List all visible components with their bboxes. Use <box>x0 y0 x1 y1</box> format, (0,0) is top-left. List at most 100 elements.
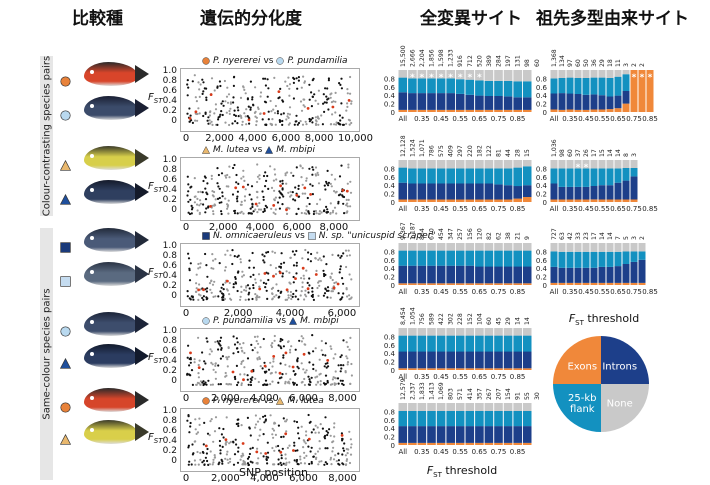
snp-point <box>242 359 245 362</box>
fish-photo <box>84 312 138 336</box>
snp-point <box>285 270 288 273</box>
exon-segment <box>408 368 417 370</box>
snp-point <box>315 456 318 459</box>
x-tick-label: 0.35 <box>414 205 430 213</box>
x-tick-label: 6,000 <box>327 308 357 319</box>
exon-segment <box>503 109 513 112</box>
y-tick-label: 0.8 <box>384 248 395 256</box>
snp-point <box>256 438 260 441</box>
x-axis-label: SNP position <box>239 466 308 479</box>
snp-point <box>243 289 246 292</box>
flank-segment <box>558 168 566 187</box>
exon-segment <box>398 442 408 445</box>
snp-point <box>316 202 319 206</box>
snp-point <box>250 343 253 346</box>
snp-point <box>345 355 348 358</box>
count-label: 302 <box>448 313 455 325</box>
count-label: 670 <box>429 228 436 240</box>
snp-point <box>228 112 231 115</box>
snp-point <box>296 357 299 360</box>
x-tick-label: 4,000 <box>238 133 268 144</box>
snp-point <box>251 446 254 449</box>
snp-point <box>308 202 311 206</box>
snp-point <box>322 382 326 385</box>
snp-point <box>272 463 275 466</box>
snp-point <box>272 179 275 182</box>
snp-point <box>309 260 312 263</box>
snp-point <box>302 274 305 277</box>
flank-segment <box>614 168 622 183</box>
snp-point <box>245 123 248 126</box>
snp-point <box>240 203 243 206</box>
flank-segment <box>513 411 522 427</box>
snp-point <box>287 191 290 194</box>
snp-point <box>298 339 301 342</box>
snp-point <box>267 250 270 254</box>
snp-point <box>271 298 274 301</box>
exon-segment <box>503 442 513 445</box>
none-segment <box>566 160 574 169</box>
snp-point <box>258 177 261 180</box>
snp-point <box>227 212 230 215</box>
snp-point <box>189 361 192 364</box>
snp-point <box>197 262 200 266</box>
intron-segment <box>417 93 427 110</box>
snp-point <box>232 463 236 466</box>
snp-point <box>293 441 296 444</box>
significance-star: * <box>410 73 415 83</box>
snp-point <box>250 379 253 382</box>
none-segment <box>436 243 446 251</box>
snp-point <box>311 173 314 176</box>
x-tick-label: 10,000 <box>338 133 373 144</box>
snp-point <box>205 383 208 386</box>
none-segment <box>522 403 532 411</box>
snp-point <box>304 248 307 252</box>
manhattan-plot <box>186 413 353 467</box>
legend-vs: vs <box>276 316 287 326</box>
intron-segment <box>427 265 436 284</box>
none-segment <box>475 403 484 411</box>
outlier-point <box>279 184 282 188</box>
snp-point <box>332 209 335 212</box>
y-tick-label: 0.8 <box>384 408 395 416</box>
snp-point <box>324 287 327 290</box>
y-tick-label: 0.4 <box>162 271 177 281</box>
outlier-point <box>202 288 205 292</box>
exon-segment <box>494 442 503 445</box>
legend: P. nyererei vs P. pundamilia <box>202 56 348 66</box>
count-label: 1,368 <box>551 49 558 67</box>
intron-segment <box>427 426 436 443</box>
snp-point <box>277 289 280 292</box>
snp-point <box>224 197 227 200</box>
snp-point <box>214 371 217 374</box>
snp-point <box>325 95 328 98</box>
snp-point <box>333 206 337 209</box>
snp-point <box>226 101 230 104</box>
snp-point <box>256 335 259 338</box>
snp-point <box>350 374 353 377</box>
none-segment <box>630 160 638 168</box>
snp-point <box>326 87 329 90</box>
snp-point <box>308 120 311 123</box>
snp-point <box>220 210 223 213</box>
snp-point <box>246 457 250 460</box>
snp-point <box>281 119 284 123</box>
snp-point <box>296 87 299 90</box>
outlier-point <box>262 112 266 115</box>
snp-point <box>340 254 343 258</box>
snp-point <box>341 437 344 440</box>
snp-point <box>280 347 283 350</box>
outlier-point <box>332 286 336 290</box>
snp-point <box>244 188 247 191</box>
x-tick-label: 0.45 <box>433 205 449 213</box>
snp-point <box>318 257 321 260</box>
snp-point <box>337 292 340 295</box>
flank-segment <box>513 250 522 267</box>
intron-segment <box>622 91 630 104</box>
snp-point <box>301 257 304 260</box>
snp-point <box>290 345 293 348</box>
square-marker <box>60 272 71 287</box>
flank-segment <box>590 77 598 95</box>
snp-point <box>237 424 240 428</box>
outlier-point <box>255 450 259 454</box>
